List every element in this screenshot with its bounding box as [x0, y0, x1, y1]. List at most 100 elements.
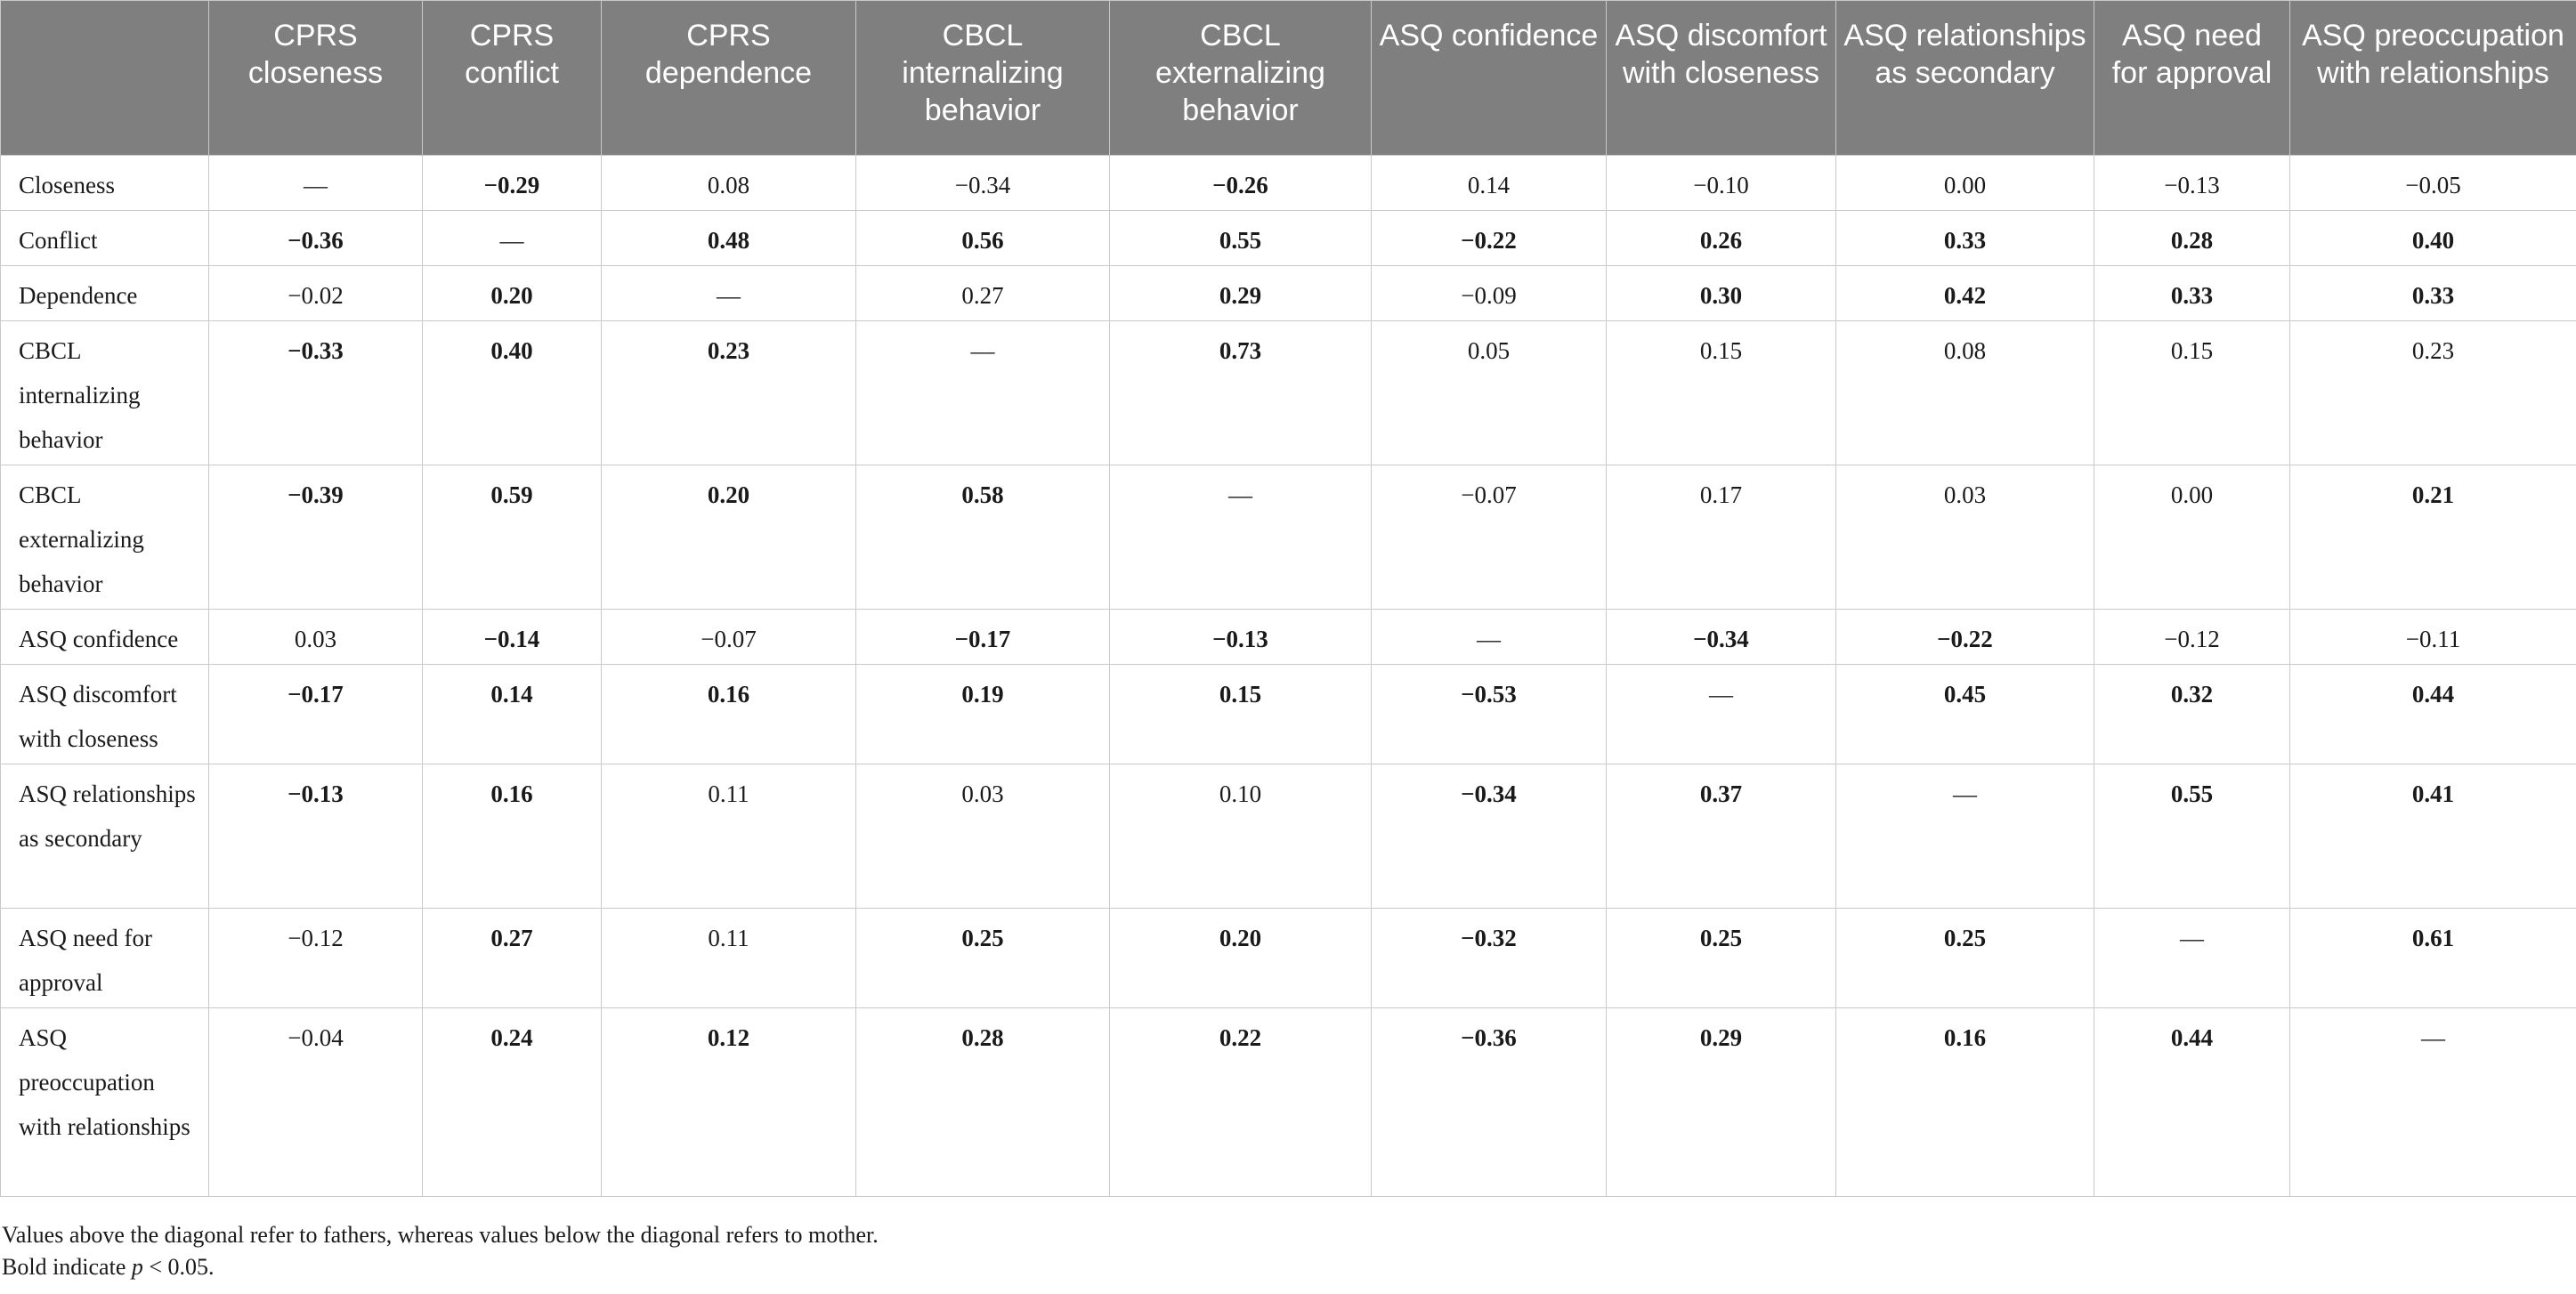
- correlation-cell: 0.03: [1835, 465, 2094, 610]
- header-row: CPRS closeness CPRS conflict CPRS depend…: [0, 0, 2576, 156]
- correlation-cell: 0.55: [2094, 764, 2290, 909]
- correlation-cell: 0.29: [1109, 265, 1372, 321]
- footnote-diagonal: Values above the diagonal refer to fathe…: [2, 1222, 879, 1248]
- column-header: ASQ preoccupation with relationships: [2289, 0, 2576, 156]
- column-header: CPRS conflict: [422, 0, 602, 156]
- correlation-cell: 0.24: [422, 1007, 602, 1197]
- correlation-cell: −0.14: [422, 609, 602, 665]
- table-row: CBCL externalizing behavior −0.39 0.59 0.20…: [0, 465, 2576, 610]
- correlation-cell: 0.20: [601, 465, 856, 610]
- correlation-cell: 0.40: [2289, 210, 2576, 266]
- correlation-cell: 0.45: [1835, 664, 2094, 764]
- correlation-cell: −0.07: [601, 609, 856, 665]
- column-header: ASQ relationships as secondary: [1835, 0, 2094, 156]
- correlation-cell: 0.48: [601, 210, 856, 266]
- row-label: ASQ discomfort with closeness: [0, 664, 209, 764]
- footnote-significance-suffix: < 0.05.: [142, 1254, 215, 1280]
- correlation-cell: −0.17: [208, 664, 423, 764]
- correlation-cell: −0.33: [208, 320, 423, 465]
- correlation-cell: −0.13: [208, 764, 423, 909]
- table-row: ASQ need for approval −0.12 0.27 0.11 0.25 0.…: [0, 908, 2576, 1008]
- row-label: ASQ need for approval: [0, 908, 209, 1008]
- correlation-cell: 0.11: [601, 908, 856, 1008]
- column-header: CPRS dependence: [601, 0, 856, 156]
- correlation-cell: 0.16: [422, 764, 602, 909]
- correlation-cell: 0.27: [422, 908, 602, 1008]
- correlation-cell: 0.19: [855, 664, 1110, 764]
- correlation-cell: −0.09: [1371, 265, 1607, 321]
- table-footnotes: Values above the diagonal refer to fathe…: [2, 1219, 879, 1283]
- correlation-cell: 0.33: [2289, 265, 2576, 321]
- correlation-cell: 0.15: [1109, 664, 1372, 764]
- correlation-cell: —: [1109, 465, 1372, 610]
- correlation-cell: 0.41: [2289, 764, 2576, 909]
- correlation-cell: 0.25: [1606, 908, 1836, 1008]
- correlation-cell: −0.34: [855, 155, 1110, 211]
- correlation-cell: 0.08: [1835, 320, 2094, 465]
- correlation-cell: —: [2289, 1007, 2576, 1197]
- correlation-cell: −0.22: [1371, 210, 1607, 266]
- correlation-cell: −0.10: [1606, 155, 1836, 211]
- correlation-cell: 0.15: [2094, 320, 2290, 465]
- correlation-cell: 0.20: [422, 265, 602, 321]
- correlation-cell: 0.11: [601, 764, 856, 909]
- correlation-cell: —: [601, 265, 856, 321]
- correlation-cell: —: [1371, 609, 1607, 665]
- correlation-cell: −0.11: [2289, 609, 2576, 665]
- column-header: ASQ need for approval: [2094, 0, 2290, 156]
- correlation-cell: 0.15: [1606, 320, 1836, 465]
- correlation-cell: —: [422, 210, 602, 266]
- column-header: CBCL externalizing behavior: [1109, 0, 1372, 156]
- correlation-cell: −0.22: [1835, 609, 2094, 665]
- correlation-table: CPRS closeness CPRS conflict CPRS depend…: [0, 0, 2576, 1197]
- correlation-cell: −0.39: [208, 465, 423, 610]
- correlation-cell: —: [1835, 764, 2094, 909]
- correlation-cell: 0.22: [1109, 1007, 1372, 1197]
- correlation-cell: 0.26: [1606, 210, 1836, 266]
- correlation-cell: −0.36: [208, 210, 423, 266]
- correlation-cell: 0.00: [1835, 155, 2094, 211]
- correlation-cell: —: [208, 155, 423, 211]
- correlation-cell: −0.17: [855, 609, 1110, 665]
- correlation-cell: −0.04: [208, 1007, 423, 1197]
- correlation-cell: 0.40: [422, 320, 602, 465]
- correlation-cell: 0.20: [1109, 908, 1372, 1008]
- row-label: ASQ relationships as secondary: [0, 764, 209, 909]
- correlation-cell: 0.00: [2094, 465, 2290, 610]
- correlation-cell: 0.33: [1835, 210, 2094, 266]
- correlation-cell: 0.29: [1606, 1007, 1836, 1197]
- correlation-cell: 0.14: [422, 664, 602, 764]
- table-row: ASQ confidence 0.03 −0.14 −0.07 −0.17 −0.13— −…: [0, 609, 2576, 665]
- correlation-cell: —: [2094, 908, 2290, 1008]
- correlation-cell: −0.36: [1371, 1007, 1607, 1197]
- correlation-cell: −0.12: [208, 908, 423, 1008]
- row-label: Conflict: [0, 210, 209, 266]
- row-label: CBCL externalizing behavior: [0, 465, 209, 610]
- table-row: Closeness — −0.29 0.08 −0.34 −0.26 0.14 −0.10 0.…: [0, 155, 2576, 211]
- correlation-cell: 0.44: [2094, 1007, 2290, 1197]
- column-header: ASQ discomfort with closeness: [1606, 0, 1836, 156]
- correlation-cell: —: [855, 320, 1110, 465]
- correlation-cell: 0.73: [1109, 320, 1372, 465]
- correlation-cell: −0.07: [1371, 465, 1607, 610]
- table-row: Dependence −0.02 0.20—0.27 0.29 −0.09 0.30 0.4…: [0, 265, 2576, 321]
- correlation-cell: 0.23: [601, 320, 856, 465]
- table-row: ASQ discomfort with closeness −0.17 0.14 0.…: [0, 664, 2576, 764]
- correlation-cell: 0.28: [855, 1007, 1110, 1197]
- correlation-cell: 0.32: [2094, 664, 2290, 764]
- correlation-cell: 0.10: [1109, 764, 1372, 909]
- row-label: CBCL internalizing behavior: [0, 320, 209, 465]
- correlation-cell: −0.53: [1371, 664, 1607, 764]
- correlation-cell: 0.03: [855, 764, 1110, 909]
- correlation-cell: 0.08: [601, 155, 856, 211]
- correlation-cell: 0.27: [855, 265, 1110, 321]
- correlation-cell: −0.02: [208, 265, 423, 321]
- correlation-cell: 0.16: [1835, 1007, 2094, 1197]
- correlation-cell: −0.34: [1606, 609, 1836, 665]
- correlation-cell: 0.56: [855, 210, 1110, 266]
- correlation-cell: 0.03: [208, 609, 423, 665]
- row-label: ASQ preoccupation with relationships: [0, 1007, 209, 1197]
- correlation-cell: −0.29: [422, 155, 602, 211]
- correlation-cell: 0.58: [855, 465, 1110, 610]
- correlation-cell: 0.30: [1606, 265, 1836, 321]
